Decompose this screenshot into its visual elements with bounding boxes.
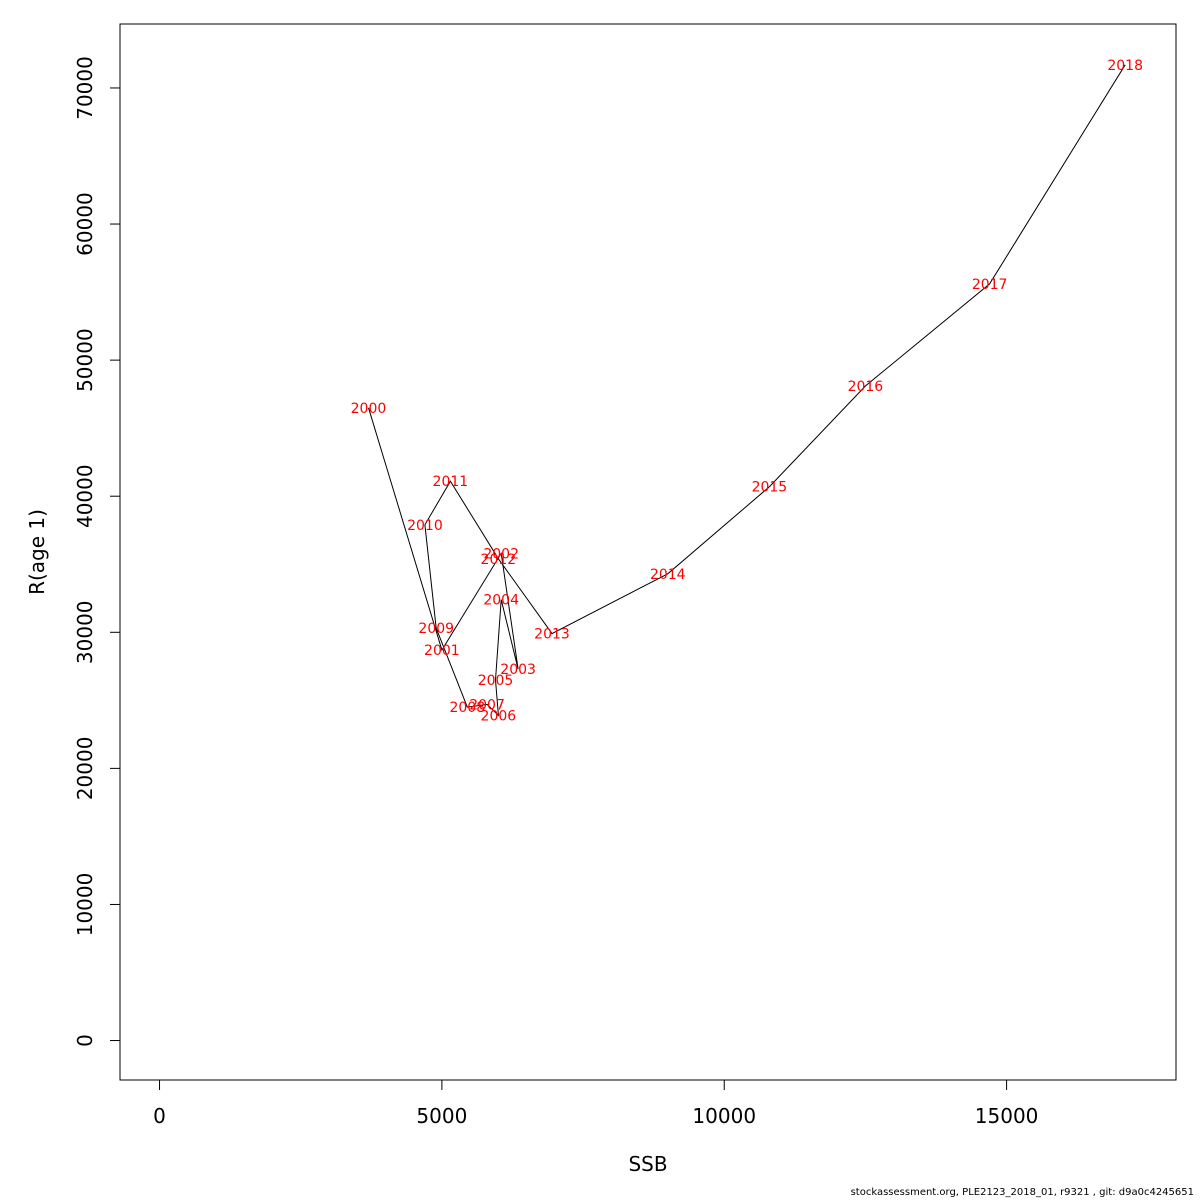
y-axis-title: R(age 1) [25,509,49,595]
footer-note: stockassessment.org, PLE2123_2018_01, r9… [850,1187,1194,1198]
x-tick-label: 0 [153,1104,166,1128]
point-label-2003: 2003 [500,662,536,678]
point-label-2015: 2015 [752,480,788,496]
point-label-2016: 2016 [848,379,884,395]
x-axis: 0 5000 10000 15000 [153,1079,1039,1128]
x-tick-label: 15000 [975,1104,1039,1128]
y-axis: 0 10000 20000 30000 40000 50000 60000 70000 [73,56,121,1047]
y-tick-label: 0 [73,1034,97,1047]
point-label-2012: 2012 [481,552,517,568]
point-label-2011: 2011 [433,474,469,490]
y-tick-label: 20000 [73,737,97,801]
y-tick-label: 40000 [73,464,97,528]
point-label-2004: 2004 [483,593,519,609]
y-tick-label: 30000 [73,600,97,664]
x-tick-label: 10000 [692,1104,756,1128]
point-label-2010: 2010 [407,518,443,534]
x-tick-label: 5000 [416,1104,467,1128]
point-label-2013: 2013 [534,627,570,643]
point-label-2018: 2018 [1107,58,1143,74]
y-tick-label: 50000 [73,328,97,392]
point-label-2009: 2009 [418,621,454,637]
point-label-2005: 2005 [478,673,514,689]
point-label-2007: 2007 [469,697,505,713]
y-tick-label: 10000 [73,873,97,937]
x-axis-title: SSB [628,1152,667,1176]
point-label-2006: 2006 [481,708,517,724]
point-label-2002: 2002 [483,546,519,562]
point-label-2017: 2017 [972,277,1008,293]
series-line [368,64,1126,717]
point-label-2001: 2001 [424,643,460,659]
plot-frame [119,23,1177,1081]
point-label-2000: 2000 [351,401,387,417]
point-label-2008: 2008 [449,700,485,716]
point-label-2014: 2014 [650,567,686,583]
y-tick-label: 70000 [73,56,97,120]
y-tick-label: 60000 [73,192,97,256]
